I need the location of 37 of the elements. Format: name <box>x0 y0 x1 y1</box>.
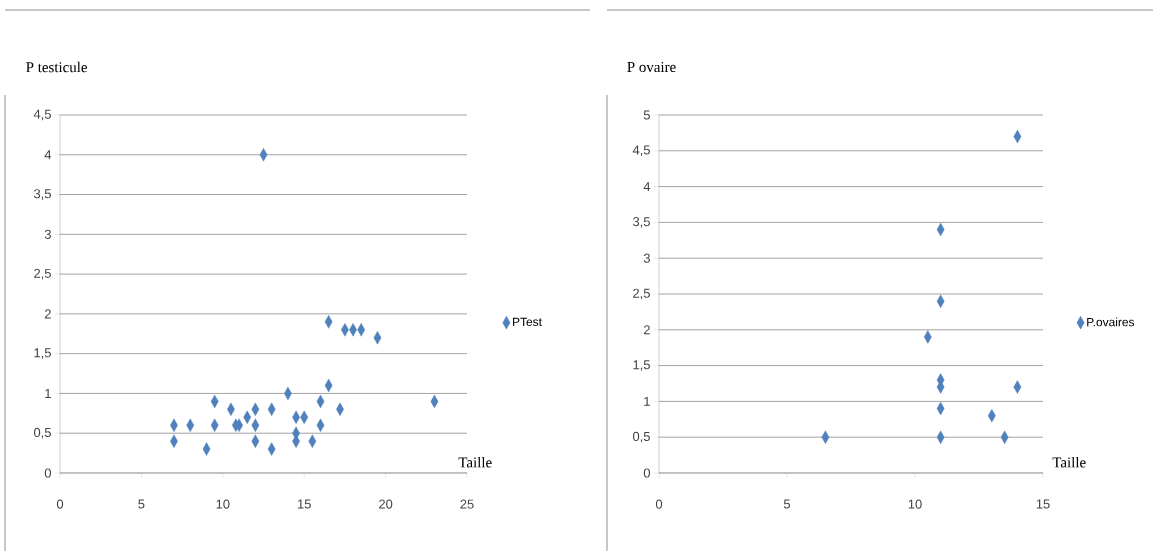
x-tick-label: 0 <box>655 499 663 509</box>
y-tick-label: 1,5 <box>633 360 650 371</box>
y-tick-label: 4 <box>643 182 651 192</box>
y-tick-label: 0,5 <box>33 427 51 439</box>
y-tick-label: 0,5 <box>632 431 650 443</box>
x-tick-label: 20 <box>379 499 393 509</box>
y-tick-label: 0 <box>643 468 650 478</box>
y-tick-label: 4,5 <box>33 109 51 121</box>
x-tick-label: 5 <box>138 499 145 509</box>
y-tick-label: 4 <box>44 150 52 160</box>
y-tick-label: 2 <box>44 309 51 319</box>
x-axis-title: Taille <box>1052 457 1086 468</box>
y-tick-label: 2,5 <box>34 268 51 280</box>
x-tick-label: 15 <box>1036 499 1050 509</box>
y-tick-label: 4,5 <box>632 145 650 157</box>
y-tick-label: 1 <box>45 388 51 398</box>
x-tick-label: 0 <box>56 499 64 509</box>
x-tick-label: 10 <box>908 499 922 509</box>
y-tick-label: 3 <box>643 253 650 263</box>
x-tick-label: 25 <box>460 499 474 509</box>
y-tick-label: 1 <box>644 396 650 406</box>
y-tick-label: 3 <box>44 229 51 239</box>
y-axis-title: P ovaire <box>627 62 676 73</box>
x-tick-label: 15 <box>297 499 311 509</box>
y-tick-label: 5 <box>643 110 650 120</box>
y-tick-label: 1,5 <box>34 348 51 359</box>
legend-label: PTest <box>513 317 542 327</box>
y-tick-label: 0 <box>44 468 51 478</box>
y-tick-label: 3,5 <box>632 217 650 228</box>
y-tick-label: 2,5 <box>633 288 650 300</box>
y-axis-title: P testicule <box>26 61 88 73</box>
legend-label: P.ovaires <box>1087 317 1135 327</box>
x-axis-title: Taille <box>458 457 492 468</box>
x-tick-label: 10 <box>216 499 230 509</box>
x-tick-label: 5 <box>783 499 791 509</box>
y-tick-label: 3,5 <box>33 189 51 200</box>
y-tick-label: 2 <box>643 325 650 335</box>
